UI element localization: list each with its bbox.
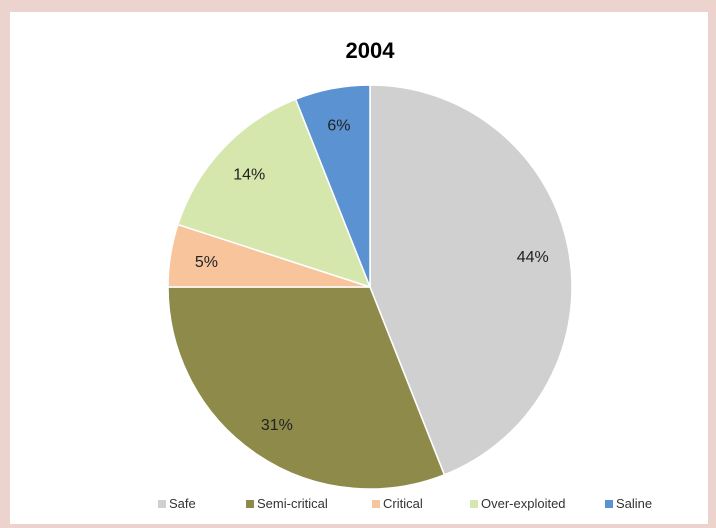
chart-title: 2004	[346, 38, 396, 63]
legend-swatch-over-exploited	[470, 500, 478, 508]
slice-saline	[294, 84, 371, 288]
legend-item-over-exploited: Over-exploited	[470, 496, 566, 511]
data-label-critical: 5%	[195, 254, 218, 271]
legend-label-critical: Critical	[383, 496, 423, 511]
pie-slices	[167, 84, 573, 490]
legend-item-safe: Safe	[158, 496, 196, 511]
legend-item-semi-critical: Semi-critical	[246, 496, 328, 511]
legend-swatch-semi-critical	[246, 500, 254, 508]
slice-over-exploited	[176, 98, 372, 289]
legend-item-saline: Saline	[605, 496, 652, 511]
slice-safe	[369, 84, 573, 476]
data-label-safe: 44%	[517, 249, 549, 266]
legend: Safe Semi-critical Critical Over-exploited S…	[158, 496, 652, 511]
data-label-semi-critical: 31%	[261, 417, 293, 434]
legend-label-over-exploited: Over-exploited	[481, 496, 566, 511]
legend-swatch-safe	[158, 500, 166, 508]
data-label-over-exploited: 14%	[233, 167, 265, 184]
legend-swatch-saline	[605, 500, 613, 508]
data-label-saline: 6%	[327, 117, 350, 134]
legend-label-semi-critical: Semi-critical	[257, 496, 328, 511]
legend-label-safe: Safe	[169, 496, 196, 511]
slice-semi-critical	[167, 286, 446, 490]
legend-swatch-critical	[372, 500, 380, 508]
legend-label-saline: Saline	[616, 496, 652, 511]
pie-data-labels: 44% 31% 5% 14% 6%	[195, 117, 549, 434]
legend-item-critical: Critical	[372, 496, 423, 511]
